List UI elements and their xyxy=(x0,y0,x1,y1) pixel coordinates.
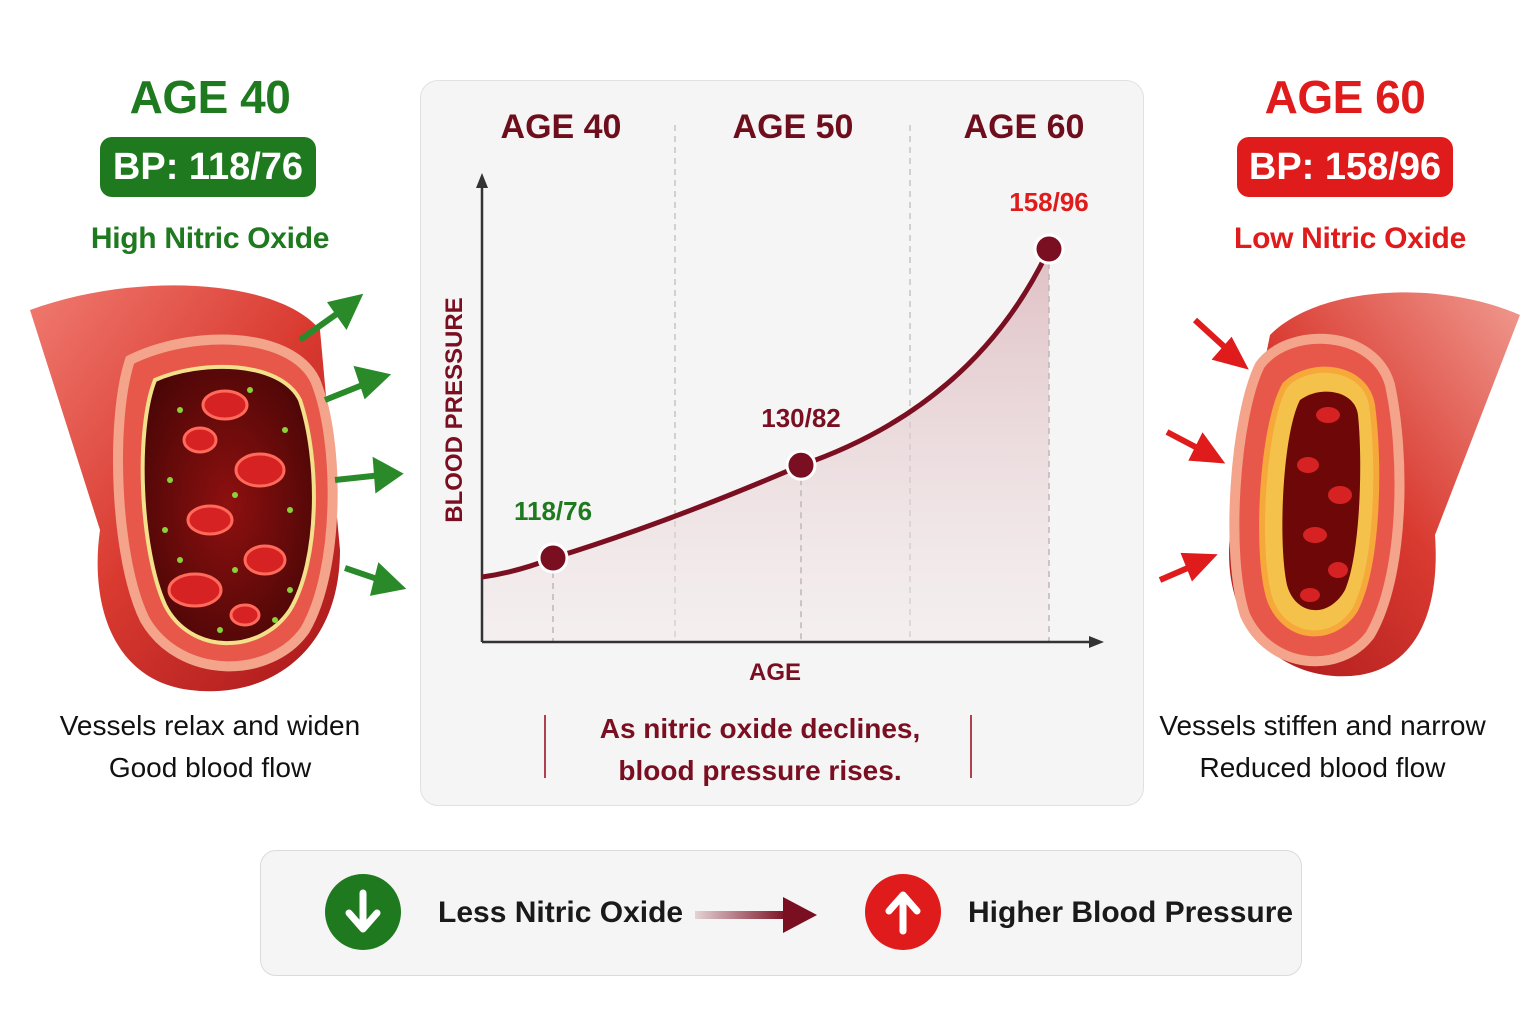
point-label-age-40: 118/76 xyxy=(513,496,593,526)
point-label-age-60: 158/96 xyxy=(1009,187,1089,217)
left-no-label: High Nitric Oxide xyxy=(90,222,330,255)
footnote-divider-left xyxy=(544,715,546,778)
narrowed-vessel-illustration xyxy=(1229,292,1520,677)
bp-line-chart: BLOOD PRESSURE AGE xyxy=(441,125,1104,686)
left-caption-line2: Good blood flow xyxy=(108,752,312,783)
left-bp-badge: BP: 118/76 xyxy=(100,137,316,197)
right-no-label: Low Nitric Oxide xyxy=(1234,222,1466,255)
y-axis-label: BLOOD PRESSURE xyxy=(441,297,468,522)
x-axis-arrowhead xyxy=(1089,636,1104,648)
higher-bp-text: Higher Blood Pressure xyxy=(968,896,1294,929)
data-point-age-40 xyxy=(537,542,569,574)
right-caption: Vessels stiffen and narrow Reduced blood… xyxy=(1150,705,1495,789)
point-label-age-50: 130/82 xyxy=(761,403,841,434)
less-no-text: Less Nitric Oxide xyxy=(438,896,684,929)
column-head-age-60: AGE 60 xyxy=(963,108,1085,146)
footnote-divider-right xyxy=(970,715,972,778)
narrow-arrows-icon xyxy=(1158,317,1249,583)
left-caption-line1: Vessels relax and widen xyxy=(59,710,361,741)
healthy-vessel-illustration xyxy=(30,285,340,692)
widen-arrows-icon xyxy=(298,293,407,596)
data-point-age-50 xyxy=(785,449,817,481)
chart-footnote: As nitric oxide declines, blood pressure… xyxy=(560,708,960,792)
right-caption-line1: Vessels stiffen and narrow xyxy=(1159,710,1486,741)
cause-arrow-icon xyxy=(695,897,817,933)
left-caption: Vessels relax and widen Good blood flow xyxy=(40,705,380,789)
up-arrow-icon xyxy=(865,874,941,950)
column-head-age-50: AGE 50 xyxy=(732,108,854,146)
chart-footnote-line1: As nitric oxide declines, xyxy=(599,713,921,744)
left-age-heading: AGE 40 xyxy=(129,71,291,123)
bp-area-fill xyxy=(482,249,1049,642)
right-caption-line2: Reduced blood flow xyxy=(1199,752,1446,783)
right-bp-badge: BP: 158/96 xyxy=(1237,137,1453,197)
down-arrow-icon xyxy=(325,874,401,950)
data-point-age-60 xyxy=(1033,233,1065,265)
y-axis-arrowhead xyxy=(476,173,488,188)
column-head-age-40: AGE 40 xyxy=(500,108,622,146)
chart-footnote-line2: blood pressure rises. xyxy=(618,755,902,786)
right-age-heading: AGE 60 xyxy=(1264,71,1426,123)
x-axis-label: AGE xyxy=(749,659,801,686)
